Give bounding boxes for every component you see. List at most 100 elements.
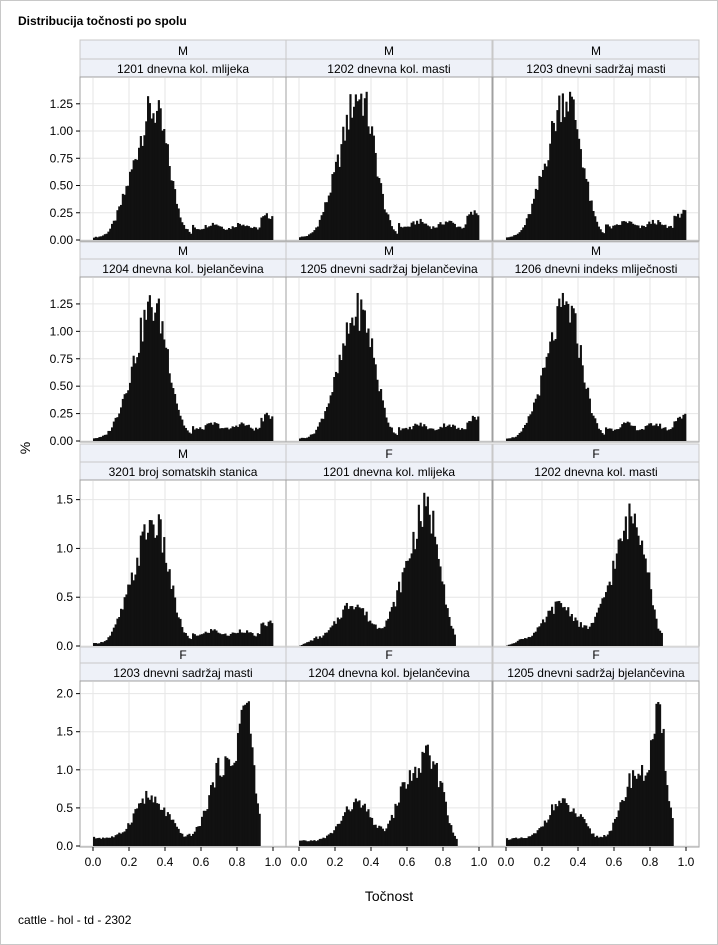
histogram-bar [450, 825, 453, 846]
histogram-bar [452, 222, 455, 240]
histogram-bar [651, 739, 654, 846]
histogram-bar [522, 227, 525, 240]
histogram-bar [360, 299, 363, 441]
histogram-bar [105, 837, 108, 846]
histogram-bar [175, 826, 178, 846]
histogram-bar [170, 382, 173, 441]
histogram-bar [177, 617, 180, 646]
histogram-bar [360, 608, 363, 646]
histogram-bar [477, 215, 480, 240]
histogram-bar [349, 606, 352, 646]
histogram-bar [299, 840, 302, 846]
histogram-bar [448, 424, 451, 441]
histogram-bar [675, 421, 678, 441]
histogram-bar [552, 810, 555, 846]
histogram-bar [452, 424, 455, 441]
histogram-bar [542, 619, 545, 646]
histogram-bar [369, 817, 372, 846]
histogram-bar [235, 227, 238, 240]
histogram-bar [168, 814, 171, 846]
histogram-bar [561, 93, 564, 241]
histogram-bar [349, 811, 352, 846]
y-tick-label: 1.0 [56, 763, 73, 777]
histogram-bar [668, 801, 671, 846]
histogram-bar [96, 838, 99, 846]
histogram-bar [304, 643, 307, 646]
histogram-bar [389, 611, 392, 646]
histogram-bar [639, 429, 642, 441]
histogram-bar [333, 830, 336, 846]
histogram-bar [556, 806, 559, 846]
histogram-bar [247, 632, 250, 646]
histogram-bar [380, 826, 383, 846]
histogram-bar [105, 434, 108, 441]
histogram-bar [605, 427, 608, 441]
histogram-bar [175, 403, 178, 441]
histogram-bar [590, 833, 593, 846]
histogram-bar [206, 423, 209, 441]
histogram-bar [217, 423, 220, 441]
histogram-bar [102, 435, 105, 441]
histogram-bar [161, 552, 164, 646]
histogram-bar [470, 421, 473, 441]
histogram-bar [318, 636, 321, 646]
histogram-bar [267, 218, 270, 240]
histogram-bar [324, 202, 327, 240]
histogram-bar [578, 626, 581, 646]
histogram-bar [515, 234, 518, 240]
histogram-bar [125, 186, 128, 240]
histogram-bar [664, 224, 667, 240]
histogram-bar [132, 355, 135, 441]
histogram-bar [624, 221, 627, 240]
histogram-bar [545, 356, 548, 441]
histogram-bar [426, 429, 429, 441]
histogram-bar [462, 429, 465, 441]
histogram-bar [311, 434, 314, 441]
histogram-bar [648, 572, 651, 646]
histogram-bar [265, 412, 268, 441]
histogram-bar [635, 225, 638, 240]
histogram-bar [633, 775, 636, 846]
histogram-bar [515, 837, 518, 846]
histogram-bar [556, 306, 559, 441]
histogram-bar [628, 221, 631, 240]
histogram-bar [554, 804, 557, 846]
histogram-bar [188, 638, 191, 646]
histogram-bar [166, 812, 169, 846]
histogram-bar [354, 798, 357, 846]
histogram-bar [192, 833, 195, 846]
histogram-bar [381, 400, 384, 441]
histogram-bar [226, 635, 229, 646]
histogram-bar [123, 597, 126, 646]
histogram-bar [579, 814, 582, 846]
histogram-bar [132, 160, 135, 240]
histogram-bar [116, 417, 119, 441]
histogram-bar [425, 745, 428, 846]
histogram-bar [313, 433, 316, 441]
histogram-bar [206, 809, 209, 846]
histogram-bar [578, 138, 581, 240]
histogram-bar [163, 339, 166, 441]
histogram-bar [163, 807, 166, 846]
histogram-bar [630, 787, 633, 846]
histogram-bar [228, 429, 231, 441]
histogram-bar [565, 610, 568, 646]
histogram-bar [265, 626, 268, 646]
histogram-bar [399, 226, 402, 240]
histogram-bar [410, 780, 413, 846]
histogram-bar [175, 203, 178, 240]
histogram-bar [518, 838, 521, 846]
histogram-bar [383, 831, 386, 846]
x-tick-label: 0.2 [327, 855, 344, 869]
histogram-bar [219, 775, 222, 846]
histogram-bar [349, 94, 352, 241]
histogram-bar [396, 590, 399, 646]
histogram-bar [365, 811, 368, 846]
histogram-bar [457, 226, 460, 240]
histogram-bar [255, 427, 258, 441]
histogram-bar [567, 805, 570, 846]
histogram-bar [650, 223, 653, 240]
histogram-bar [109, 837, 112, 846]
histogram-bar [513, 643, 516, 646]
